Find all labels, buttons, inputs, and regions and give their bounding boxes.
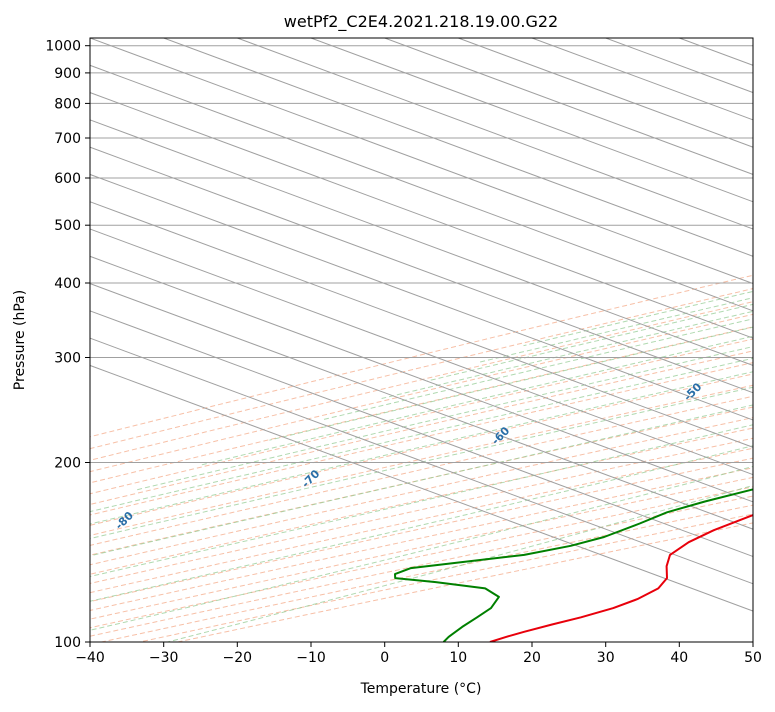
y-tick-label: 800 bbox=[54, 96, 81, 112]
y-tick-label: 400 bbox=[54, 276, 81, 292]
y-tick-label: 200 bbox=[54, 456, 81, 472]
x-axis-label: Temperature (°C) bbox=[360, 681, 482, 697]
x-tick-label: 10 bbox=[449, 650, 467, 666]
y-tick-label: 900 bbox=[54, 66, 81, 82]
x-tick-label: 50 bbox=[744, 650, 762, 666]
x-tick-label: −40 bbox=[75, 650, 105, 666]
y-tick-label: 1000 bbox=[45, 39, 81, 55]
y-tick-label: 100 bbox=[54, 635, 81, 651]
chart-title: wetPf2_C2E4.2021.218.19.00.G22 bbox=[284, 12, 558, 32]
x-tick-label: −30 bbox=[149, 650, 179, 666]
x-tick-label: 0 bbox=[380, 650, 389, 666]
x-tick-label: 30 bbox=[597, 650, 615, 666]
y-tick-label: 600 bbox=[54, 171, 81, 187]
y-tick-label: 500 bbox=[54, 218, 81, 234]
x-tick-label: 20 bbox=[523, 650, 541, 666]
x-tick-label: 40 bbox=[670, 650, 688, 666]
x-tick-label: −20 bbox=[223, 650, 253, 666]
y-tick-label: 300 bbox=[54, 351, 81, 367]
x-tick-label: −10 bbox=[296, 650, 326, 666]
y-axis-label: Pressure (hPa) bbox=[12, 290, 28, 390]
y-tick-label: 700 bbox=[54, 131, 81, 147]
